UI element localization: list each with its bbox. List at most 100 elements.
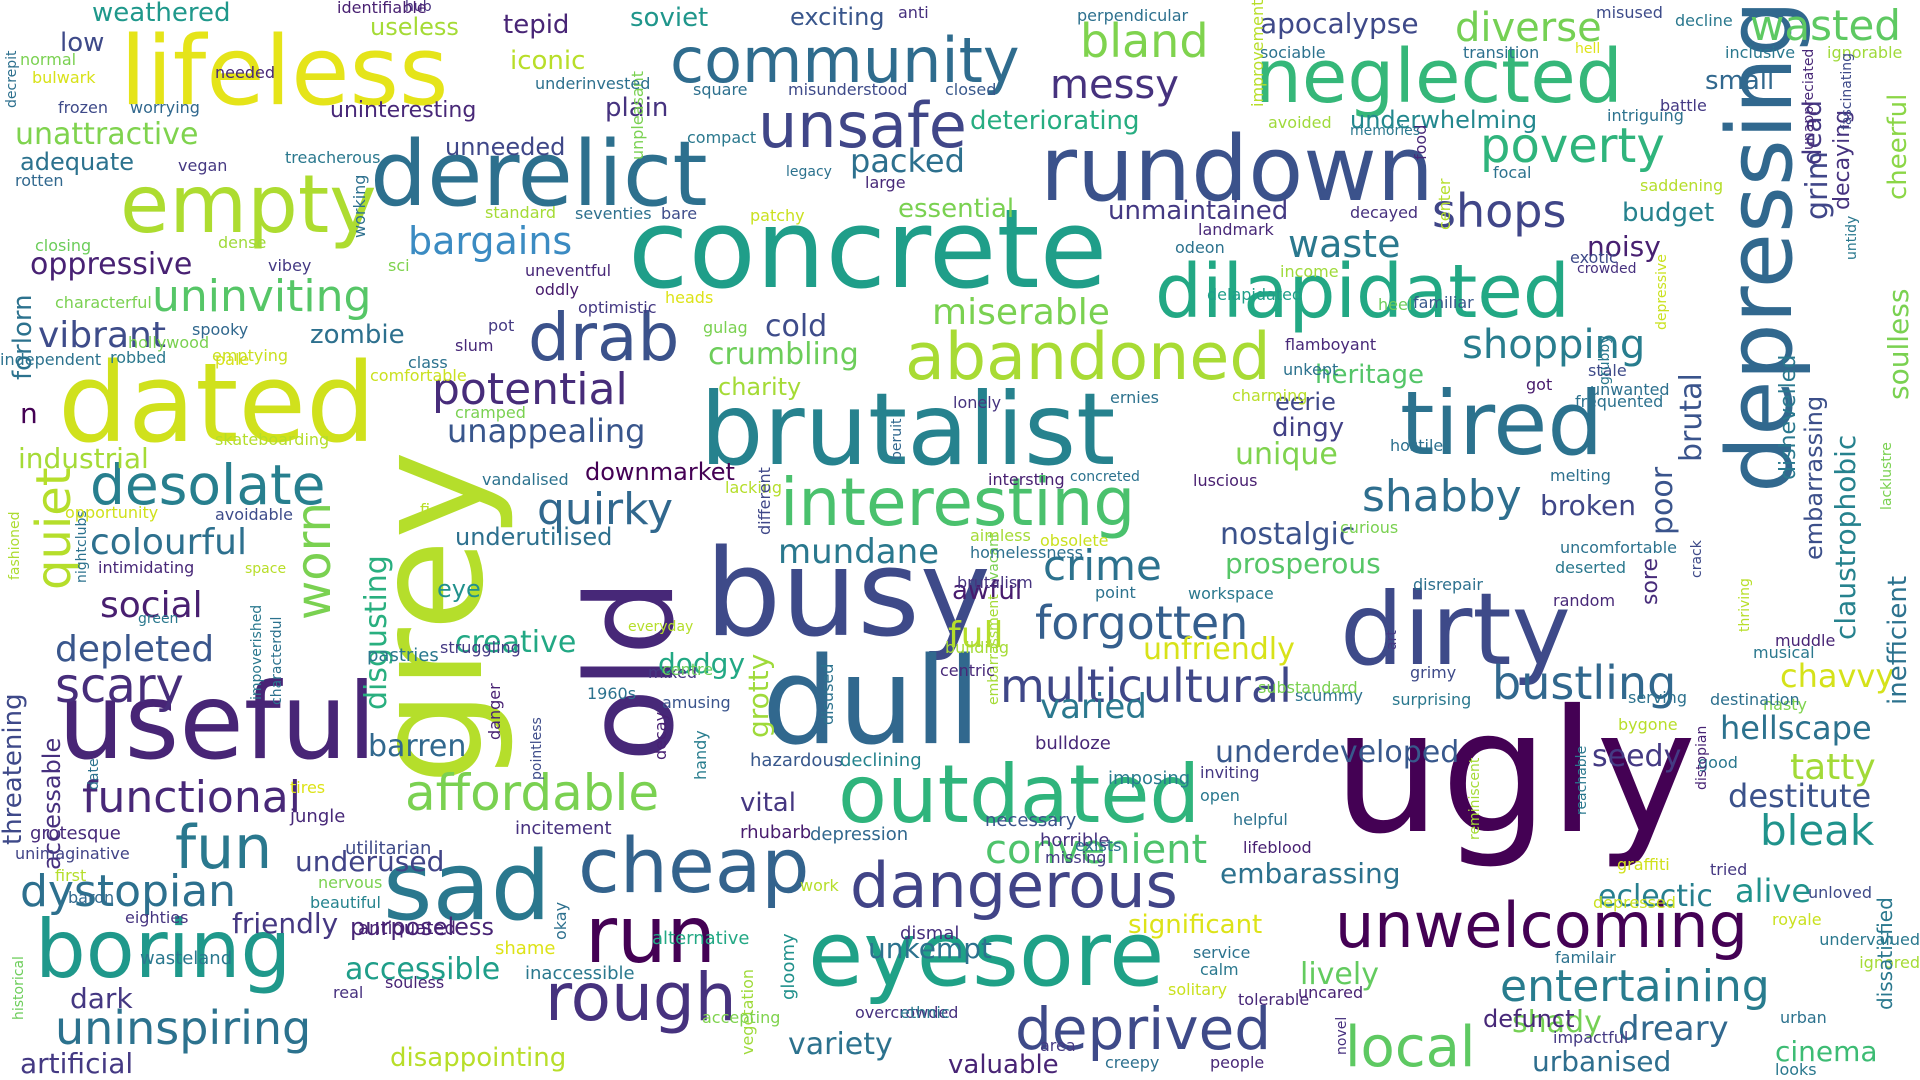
word: stale <box>1588 361 1627 380</box>
word: affordable <box>405 764 660 822</box>
word: derelict <box>370 122 708 227</box>
word: reminiscent <box>1467 757 1483 840</box>
word: familair <box>1555 948 1616 967</box>
word: depleted <box>55 629 215 670</box>
word: legacy <box>786 164 832 180</box>
word: struggling <box>440 638 521 657</box>
word: antiquated <box>358 918 456 939</box>
word: necessary <box>985 810 1077 831</box>
word: shopping <box>1462 322 1646 368</box>
word: forgotten <box>1035 596 1249 650</box>
word: impoverished <box>249 604 265 700</box>
word: emptying <box>212 346 289 365</box>
word: brutalism <box>957 573 1033 592</box>
word: familiar <box>1413 293 1474 312</box>
word: frequented <box>1575 392 1664 411</box>
word: wasteland <box>140 948 233 969</box>
word: unique <box>1235 437 1338 472</box>
word: fascinating <box>1839 53 1855 130</box>
word: melting <box>1550 466 1611 485</box>
word: cheerful <box>1883 93 1913 200</box>
word: ernies <box>1110 388 1159 407</box>
word: useful <box>58 661 377 783</box>
word: claustrophobic <box>1829 434 1862 640</box>
word: unkempt <box>868 932 992 965</box>
word: dirty <box>1340 571 1571 688</box>
word: iconic <box>510 46 586 76</box>
word: musical <box>1753 643 1815 662</box>
word: first <box>55 866 87 885</box>
word: charity <box>718 373 802 401</box>
word: distopian <box>1694 725 1710 790</box>
word: shady <box>1512 1005 1602 1040</box>
word: charming <box>1232 386 1308 405</box>
word: seedy <box>1592 739 1682 774</box>
word: skateboarding <box>215 430 330 449</box>
word: diverse <box>1455 5 1602 51</box>
word: royale <box>1772 910 1822 929</box>
word: unwanted <box>1590 380 1670 399</box>
word: unattractive <box>15 117 199 152</box>
word: needed <box>215 63 275 82</box>
word: broken <box>1540 489 1636 522</box>
word: interesting <box>780 464 1136 541</box>
word: creepy <box>1105 1053 1160 1072</box>
word: weathered <box>92 0 231 28</box>
word: rotten <box>15 171 64 190</box>
word: embarrassing <box>1800 395 1828 560</box>
word: brutalist <box>700 371 1116 488</box>
word: bustling <box>1492 656 1677 710</box>
word: utilitarian <box>345 838 432 859</box>
word: looks <box>1775 1060 1817 1079</box>
word: functional <box>82 772 301 823</box>
word: miserable <box>932 292 1110 333</box>
word: soulless <box>1882 288 1915 400</box>
word: seventies <box>575 204 652 223</box>
word: fashioned <box>7 511 23 580</box>
word: uneventful <box>525 261 612 280</box>
word: prosperous <box>1225 547 1381 580</box>
word: oddly <box>535 280 580 299</box>
word: eclectic <box>1598 879 1713 914</box>
word: shops <box>1432 184 1567 238</box>
word: missing <box>1045 848 1107 867</box>
word: mixed <box>648 663 698 682</box>
word: memories <box>1350 123 1421 139</box>
word: ugly <box>1333 674 1697 872</box>
word: undervalued <box>1819 930 1920 949</box>
word: ignorable <box>1827 43 1903 62</box>
word: patchy <box>750 206 805 225</box>
word: point <box>1095 583 1136 602</box>
word: low <box>60 28 105 58</box>
word: avoided <box>1268 113 1332 132</box>
word: heel <box>1378 295 1413 314</box>
word: saddening <box>1640 176 1724 195</box>
word: inclusive <box>1725 43 1796 62</box>
word: urbanised <box>1532 1045 1672 1078</box>
word: worn <box>286 502 342 620</box>
word: impactful <box>1553 1028 1629 1047</box>
word: downmarket <box>585 458 735 486</box>
word: shame <box>495 938 556 959</box>
word: scary <box>55 658 184 714</box>
word: uninteresting <box>330 98 477 123</box>
word: luscious <box>1193 471 1258 490</box>
word: got <box>1526 375 1553 394</box>
word: sad <box>383 832 552 942</box>
word: bulldoze <box>1035 733 1111 754</box>
word: variety <box>788 1027 893 1062</box>
word: area <box>1040 1036 1076 1055</box>
word: plain <box>605 93 669 123</box>
word: unfriendly <box>1143 632 1295 667</box>
word: untidy <box>1844 215 1860 260</box>
word: tatty <box>1790 747 1876 788</box>
word: shabby <box>1362 471 1522 522</box>
word: handy <box>691 730 710 780</box>
word: vibey <box>268 256 312 275</box>
word: bygone <box>1618 715 1678 734</box>
word: vibrant <box>38 315 166 356</box>
word: desolate <box>90 453 326 517</box>
word: oppressive <box>30 247 193 282</box>
word: creative <box>455 625 577 660</box>
